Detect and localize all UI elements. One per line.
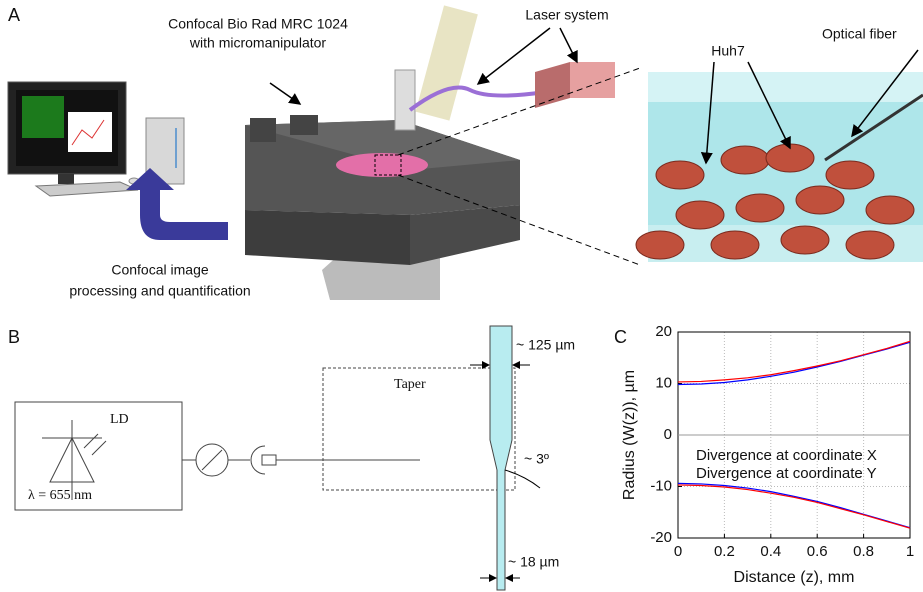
y-tick-label: 20: [655, 323, 672, 340]
legend-entry: Divergence at coordinate Y: [696, 465, 877, 482]
shape: [202, 450, 222, 470]
y-tick-label: -20: [650, 529, 672, 546]
x-tick-label: 0: [674, 543, 682, 560]
shape: [570, 62, 615, 98]
pointer-arrow: [560, 28, 577, 62]
x-axis-label: Distance (z), mm: [734, 569, 855, 586]
shape: [92, 441, 106, 455]
divergence-chart: -20 -10 0 10 20 0 0.2 0.4 0.6 0.8 1 Divergence at c…: [621, 323, 914, 586]
x-tick-label: 0.8: [853, 543, 874, 560]
label: λ = 655 nm: [28, 488, 92, 503]
x-tick-label: 1: [906, 543, 914, 560]
cell: [781, 226, 829, 254]
cell: [796, 186, 844, 214]
shape: [250, 118, 276, 142]
label: Laser system: [525, 7, 608, 23]
shape: [416, 5, 478, 120]
shape: [290, 115, 318, 135]
x-tick-label: 0.6: [807, 543, 828, 560]
series-line: [678, 342, 910, 384]
y-tick-label: 10: [655, 374, 672, 391]
shape: [505, 470, 540, 488]
pointer-arrow: [270, 83, 300, 104]
label: processing and quantification: [69, 283, 250, 299]
shape: [251, 446, 265, 474]
panel-label: A: [8, 5, 20, 25]
series-line: [678, 483, 910, 527]
cell: [866, 196, 914, 224]
shape: [36, 182, 138, 196]
panel-label: C: [614, 327, 627, 347]
label: Confocal Bio Rad MRC 1024: [168, 16, 348, 32]
cell: [711, 231, 759, 259]
cell: [826, 161, 874, 189]
shape: [490, 326, 512, 590]
figure: A B C: [0, 0, 923, 592]
cell: [656, 161, 704, 189]
label: ~ 125 µm: [516, 337, 575, 353]
label: Taper: [394, 377, 426, 392]
shape: [68, 112, 112, 152]
laser-box: [535, 62, 615, 108]
label: Huh7: [711, 43, 745, 59]
y-tick-label: -10: [650, 477, 672, 494]
legend-entry: Divergence at coordinate X: [696, 447, 877, 464]
label: ~ 18 µm: [508, 554, 559, 570]
y-axis-label: Radius (W(z)), µm: [621, 370, 638, 500]
shape: [58, 174, 74, 184]
shape: [395, 70, 415, 130]
label: Confocal image: [111, 262, 208, 278]
y-tick-label: 0: [664, 426, 672, 443]
shape: [245, 210, 410, 265]
series-line: [678, 485, 910, 528]
series-line: [678, 341, 910, 382]
cell: [676, 201, 724, 229]
cell: [846, 231, 894, 259]
cell: [736, 194, 784, 222]
x-tick-label: 0.4: [760, 543, 781, 560]
shape: [262, 455, 276, 465]
panel-label: B: [8, 327, 20, 347]
cell: [766, 144, 814, 172]
shape: [22, 96, 64, 138]
shape: [535, 62, 570, 108]
label: Optical fiber: [822, 26, 897, 42]
label: with micromanipulator: [189, 35, 326, 51]
cell: [721, 146, 769, 174]
shape: [84, 434, 98, 448]
x-tick-label: 0.2: [714, 543, 735, 560]
shape: [336, 153, 428, 177]
cell: [636, 231, 684, 259]
label: ~ 3º: [524, 451, 549, 467]
label: LD: [110, 412, 129, 427]
